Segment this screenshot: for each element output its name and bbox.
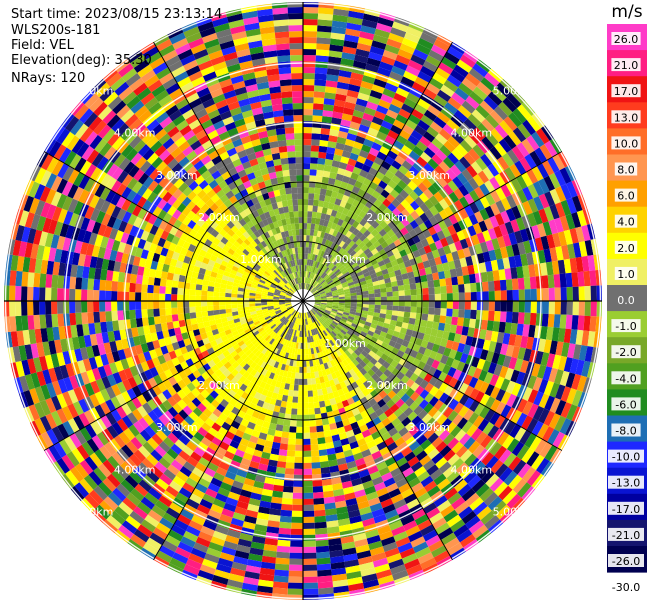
range-ring-label: 5.00km (72, 505, 114, 518)
azimuth-spoke (302, 300, 453, 561)
colorbar-tick-bg (611, 32, 641, 45)
range-ring-label: 2.00km (366, 211, 408, 224)
colorbar-tick-label: -1.0 (615, 320, 636, 333)
colorbar-tick-bg (614, 214, 638, 228)
azimuth-spoke (153, 41, 304, 302)
colorbar-tick-bg (611, 397, 641, 411)
colorbar-tick-label: 21.0 (614, 59, 639, 72)
range-ring-label: 3.00km (156, 169, 198, 182)
range-ring-label: 4.00km (114, 463, 156, 476)
colorbar-tick-label: 10.0 (614, 137, 639, 150)
colorbar-tick-bg (611, 345, 641, 359)
colorbar-tick-bg (608, 554, 644, 567)
colorbar-tick-bg (608, 580, 644, 594)
colorbar-tick-label: -26.0 (612, 555, 640, 568)
colorbar-tick-label: 13.0 (614, 111, 639, 124)
instrument-label: WLS200s-181 (11, 23, 101, 38)
colorbar-tick-bg (614, 162, 638, 176)
azimuth-spoke (302, 41, 453, 302)
range-ring-label: 2.00km (366, 379, 408, 392)
range-ring-label: 1.00km (324, 253, 366, 266)
colorbar-tick-label: 2.0 (617, 242, 635, 255)
colorbar-tick-bg (611, 371, 641, 385)
colorbar-tick-bg (614, 188, 638, 202)
range-ring-label: 4.00km (114, 127, 156, 140)
colorbar-tick-label: -30.0 (612, 581, 640, 594)
azimuth-spoke (43, 300, 304, 451)
colorbar-tick-bg (608, 501, 644, 515)
colorbar-tick-label: 1.0 (617, 268, 635, 281)
colorbar-tick-bg (614, 266, 638, 280)
colorbar-tick-label: -10.0 (612, 451, 640, 464)
colorbar-tick-label: -21.0 (612, 529, 640, 542)
colorbar-tick-label: -6.0 (615, 398, 636, 411)
colorbar-tick-bg (611, 84, 641, 98)
range-ring-label: 4.00km (451, 463, 493, 476)
range-ring-label: 2.00km (198, 379, 240, 392)
colorbar-tick-bg (611, 423, 641, 437)
colorbar-tick-label: -4.0 (615, 372, 636, 385)
colorbar-tick-bg (614, 240, 638, 254)
range-ring-label: 5.00km (72, 85, 114, 98)
colorbar-tick-label: -13.0 (612, 477, 640, 490)
colorbar-tick-label: 6.0 (617, 190, 635, 203)
range-ring-label: 3.00km (408, 169, 450, 182)
colorbar-tick-label: -2.0 (615, 346, 636, 359)
azimuth-spoke (43, 151, 304, 302)
colorbar-tick-bg (611, 319, 641, 333)
range-rings: 1.00km 1.00km 1.00km 2.00km 2.00km 2.00km 2.00… (4, 2, 602, 600)
colorbar-tick-label: 4.0 (617, 216, 635, 229)
range-ring-label: 1.00km (324, 337, 366, 350)
colorbar-tick-label: 26.0 (614, 33, 639, 46)
range-ring-label: 5.00km (493, 85, 535, 98)
colorbar-tick-label: 0.0 (617, 294, 635, 307)
colorbar-tick-bg (611, 58, 641, 72)
colorbar-tick-bg (608, 449, 644, 463)
colorbar-unit-label: m/s (611, 2, 642, 22)
nrays-label: NRays: 120 (11, 71, 86, 86)
colorbar-tick-label: -17.0 (612, 503, 640, 516)
azimuth-spoke (302, 300, 563, 451)
colorbar-tick-bg (611, 110, 641, 124)
range-ring-label: 1.00km (240, 253, 282, 266)
colorbar-tick-bg (608, 475, 644, 489)
range-ring-label: 2.00km (198, 211, 240, 224)
colorbar-tick-bg (608, 527, 644, 541)
colorbar-tick-bg (611, 136, 641, 150)
azimuth-spoke (302, 151, 563, 302)
range-ring-label: 5.00km (493, 505, 535, 518)
start-time-label: Start time: 2023/08/15 23:13:14 (11, 7, 223, 22)
range-ring-label: 3.00km (408, 421, 450, 434)
azimuth-spoke (153, 300, 304, 561)
colorbar-segment (607, 285, 647, 312)
colorbar-tick-label: 8.0 (617, 164, 635, 177)
range-ring-label: 3.00km (156, 421, 198, 434)
field-label: Field: VEL (11, 38, 74, 53)
colorbar-tick-label: -8.0 (615, 425, 636, 438)
colorbar-tick-label: 17.0 (614, 85, 639, 98)
range-ring-label: 4.00km (451, 127, 493, 140)
elevation-label: Elevation(deg): 35.30 (11, 53, 152, 68)
